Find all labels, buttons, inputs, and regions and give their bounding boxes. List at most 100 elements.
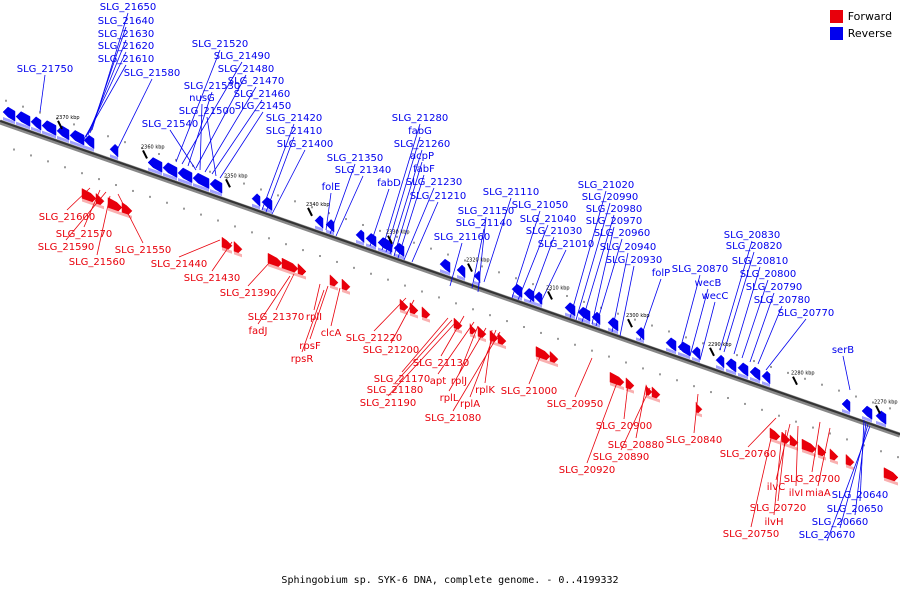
dot-lower [268,237,270,240]
reverse-gene-label: SLG_21520 [192,39,248,50]
dot-upper [39,111,41,114]
gene-shadow [70,140,84,149]
dot-lower [693,385,695,388]
reverse-gene-label: SLG_21500 [179,106,235,117]
reverse-gene-label: SLG_21610 [98,54,154,65]
forward-gene-arrow [329,274,339,288]
reverse-gene-label: SLG_21410 [266,126,322,137]
legend-item-forward: Forward [829,8,892,25]
forward-gene-arrow [549,350,559,365]
tick-mark [875,405,881,414]
leader-line [387,321,457,397]
leader-line [595,238,623,327]
forward-swatch [829,10,843,23]
leader-line [211,241,233,272]
leader-line [411,201,439,263]
gene-shadow [298,273,306,280]
reverse-gene-label: SLG_20990 [582,192,638,203]
forward-gene-label: SLG_21590 [38,242,94,253]
reverse-gene-label: SLG_21480 [218,64,274,75]
forward-gene-label: rplL [440,393,459,404]
forward-gene-arrow [469,323,477,337]
reverse-swatch [829,27,843,40]
gene-shadow [84,145,94,152]
reverse-gene-arrow [875,410,887,425]
forward-gene-label: SLG_21180 [367,385,423,396]
forward-gene-label: SLG_21190 [360,398,416,409]
reverse-gene-label: SLG_21280 [392,113,448,124]
gene-shadow [366,243,376,250]
leader-line [330,287,341,327]
forward-gene-arrow [453,317,463,332]
gene-arrows [2,106,899,486]
leader-line [394,319,453,384]
tick-label: 2280 kbp [791,371,815,377]
leader-line [826,425,871,542]
dot-lower [574,343,576,346]
leader-line [859,419,865,502]
reverse-gene-label: SLG_20800 [740,269,796,280]
forward-gene-label: SLG_21200 [363,345,419,356]
dot-lower [455,302,457,305]
gene-shadow [252,203,260,210]
leader-line [574,357,593,398]
dot-upper [736,354,738,357]
tick-label: 2340 kbp [306,202,330,208]
forward-gene-arrow [341,278,351,293]
leader-line [611,252,629,333]
leader-line [219,111,264,179]
reverse-gene-arrow [665,337,677,352]
reverse-gene-arrow [162,162,178,179]
tick-label: 2330 kbp [386,230,410,236]
forward-gene-label: SLG_21550 [115,245,171,256]
leader-line [581,214,615,323]
reverse-gene-label: SLG_21030 [526,226,582,237]
reverse-gene-label: SLG_21020 [578,180,634,191]
forward-gene-arrow [421,306,431,320]
tick-mark [792,376,798,386]
reverse-gene-label: SLG_21450 [235,101,291,112]
leader-line [199,103,203,171]
dot-lower [727,396,729,399]
leader-line [591,226,615,325]
leader-line [83,64,127,140]
gene-shadow [534,301,542,308]
gene-shadow [842,409,850,415]
reverse-gene-arrow [725,358,737,373]
leader-line [448,327,487,392]
leader-line [511,210,541,299]
leader-line [437,321,475,375]
reverse-gene-arrow [691,346,701,361]
dot-upper [56,117,58,120]
dot-upper [294,200,296,203]
gene-shadow [315,225,323,232]
reverse-gene-label: fabF [413,164,435,175]
leader-line [397,174,425,259]
dot-lower [591,349,593,352]
gene-shadow [818,454,826,461]
leader-line [777,429,787,502]
dot-upper [243,182,245,185]
scale-ticks: 2370 kbp 2360 kbp 2350 kbp 2340 kbp 2330 kbp… [56,115,898,414]
dot-upper [226,176,228,179]
reverse-gene-arrow [2,106,16,122]
tick-mark [307,207,313,217]
leader-line [757,305,783,365]
reverse-gene-label: SLG_21640 [98,16,154,27]
leader-line [539,249,567,305]
reverse-gene-label: SLG_21650 [100,2,156,13]
gene-shadow [470,333,476,339]
dot-lower [30,154,32,157]
forward-gene-arrow [817,444,827,458]
leader-line [175,49,221,163]
dot-upper [872,401,874,404]
gene-shadow [608,327,618,335]
dot-upper [515,277,517,280]
forward-gene-label: rplA [460,399,480,410]
dot-lower [659,373,661,376]
dot-upper [141,147,143,150]
tick-mark [387,235,393,245]
leader-line [66,187,91,211]
dot-lower [302,249,304,252]
gene-shadow [394,253,404,260]
